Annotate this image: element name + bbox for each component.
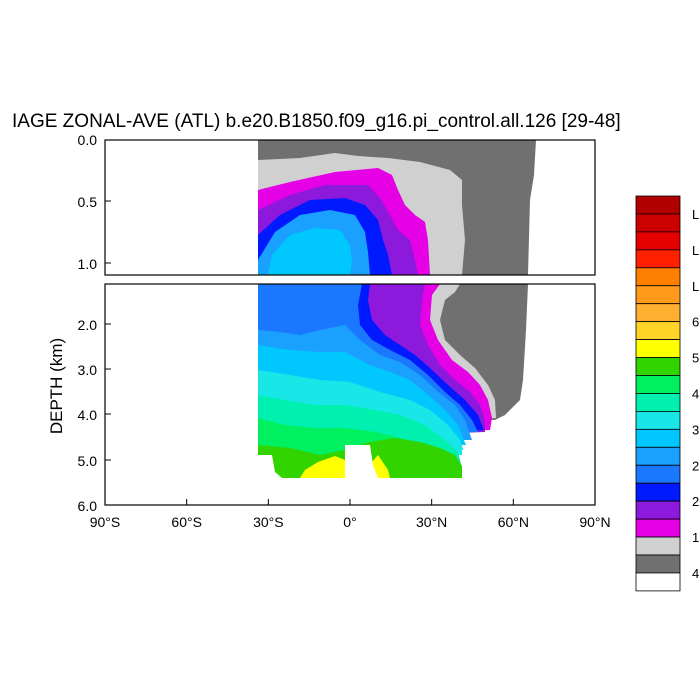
y-tick-label-lower-2: 4.0 — [78, 407, 98, 423]
colorbar-swatch — [635, 428, 681, 448]
y-tick-label-lower-0: 2.0 — [78, 317, 98, 333]
upper-y-axis: 0.0 0.5 1.0 — [78, 132, 111, 272]
colorbar: L L L 6 5 4 3 2 2 1 4 — [635, 195, 699, 592]
colorbar-swatch — [635, 464, 681, 484]
y-tick-label-upper-0: 0.0 — [78, 132, 98, 148]
lower-panel-contours — [258, 284, 595, 505]
x-tick-label: 30°S — [253, 514, 284, 530]
y-tick-label-lower-1: 3.0 — [78, 362, 98, 378]
colorbar-swatch — [635, 572, 681, 592]
colorbar-swatch — [635, 482, 681, 502]
x-axis: 90°S 60°S 30°S 0° 30°N 60°N 90°N — [90, 499, 611, 530]
colorbar-swatch — [635, 357, 681, 376]
contour-lightsky-upper — [268, 228, 352, 275]
colorbar-label: 2 — [692, 458, 699, 473]
colorbar-swatch — [635, 393, 681, 412]
chart-title: IAGE ZONAL-AVE (ATL) b.e20.B1850.f09_g16… — [12, 111, 621, 132]
colorbar-swatch — [635, 267, 681, 287]
colorbar-label: L — [692, 279, 699, 294]
missing-data-region — [258, 445, 595, 505]
colorbar-label: L — [692, 243, 699, 258]
x-tick-label: 60°S — [171, 514, 202, 530]
colorbar-label: 2 — [692, 494, 699, 509]
colorbar-swatch — [635, 500, 681, 520]
upper-panel-frame — [104, 139, 596, 276]
colorbar-label: L — [692, 207, 699, 222]
y-tick-label-lower-4: 6.0 — [78, 498, 98, 514]
colorbar-swatch — [635, 446, 681, 466]
y-axis-label: DEPTH (km) — [47, 338, 66, 434]
colorbar-swatch — [635, 321, 681, 340]
x-tick-label: 90°S — [90, 514, 121, 530]
y-tick-label-lower-3: 5.0 — [78, 453, 98, 469]
x-tick-label: 30°N — [416, 514, 447, 530]
colorbar-label: 1 — [692, 530, 699, 545]
colorbar-swatch — [635, 410, 681, 430]
colorbar-swatch — [635, 518, 681, 538]
y-tick-label-upper-1: 0.5 — [78, 194, 98, 210]
colorbar-swatch — [635, 375, 681, 394]
colorbar-swatch — [635, 195, 681, 215]
colorbar-label: 4 — [692, 386, 699, 401]
lower-y-axis: 2.0 3.0 4.0 5.0 6.0 — [78, 317, 111, 514]
colorbar-swatch — [635, 285, 681, 305]
colorbar-swatch — [635, 303, 681, 323]
colorbar-label: 5 — [692, 351, 699, 366]
colorbar-swatch — [635, 536, 681, 556]
colorbar-swatch — [635, 213, 681, 233]
x-tick-label: 60°N — [498, 514, 529, 530]
colorbar-label: 4 — [692, 566, 699, 581]
colorbar-label: 6 — [692, 315, 699, 330]
colorbar-swatch — [635, 554, 681, 574]
colorbar-swatch — [635, 249, 681, 269]
colorbar-label: 3 — [692, 422, 699, 437]
x-tick-label: 0° — [343, 514, 356, 530]
colorbar-swatch — [635, 231, 681, 251]
colorbar-swatch — [635, 339, 681, 358]
y-tick-label-upper-2: 1.0 — [78, 256, 98, 272]
x-tick-label: 90°N — [579, 514, 610, 530]
upper-panel-contours — [258, 140, 536, 275]
